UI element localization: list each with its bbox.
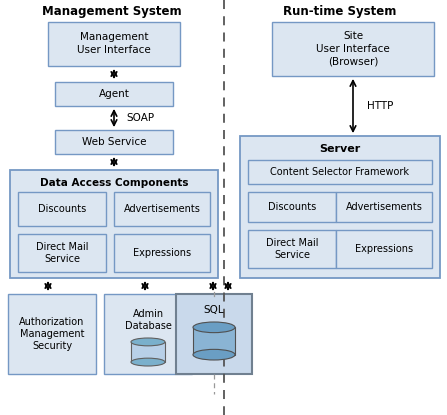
Bar bbox=[131, 342, 165, 362]
Text: HTTP: HTTP bbox=[367, 101, 393, 111]
Bar bbox=[248, 230, 336, 268]
Bar bbox=[240, 136, 440, 278]
Text: Discounts: Discounts bbox=[268, 202, 316, 212]
Text: User Interface: User Interface bbox=[77, 45, 151, 55]
Text: Direct Mail: Direct Mail bbox=[266, 238, 318, 248]
Text: Authorization: Authorization bbox=[19, 317, 84, 327]
Text: Expressions: Expressions bbox=[133, 248, 191, 258]
Text: Security: Security bbox=[32, 341, 72, 351]
Bar bbox=[55, 82, 173, 106]
Bar bbox=[55, 130, 173, 154]
Bar bbox=[18, 192, 106, 226]
Text: Agent: Agent bbox=[98, 89, 130, 99]
Text: Run-time System: Run-time System bbox=[283, 5, 396, 19]
Bar bbox=[18, 234, 106, 272]
Text: Database: Database bbox=[125, 321, 172, 331]
Bar bbox=[272, 22, 434, 76]
Ellipse shape bbox=[193, 349, 235, 360]
Text: Advertisements: Advertisements bbox=[346, 202, 422, 212]
Bar bbox=[248, 160, 432, 184]
Ellipse shape bbox=[131, 358, 165, 366]
Text: Advertisements: Advertisements bbox=[123, 204, 200, 214]
Text: SOAP: SOAP bbox=[126, 113, 154, 123]
Text: Content Selector Framework: Content Selector Framework bbox=[270, 167, 409, 177]
Bar bbox=[193, 327, 235, 355]
Bar bbox=[8, 294, 96, 374]
Text: Admin: Admin bbox=[132, 309, 164, 319]
Text: User Interface: User Interface bbox=[316, 44, 390, 54]
Bar bbox=[114, 192, 210, 226]
Text: SQL: SQL bbox=[204, 305, 224, 315]
Bar bbox=[104, 294, 192, 374]
Text: Service: Service bbox=[274, 250, 310, 260]
Bar bbox=[336, 192, 432, 222]
Text: Expressions: Expressions bbox=[355, 244, 413, 254]
Text: Direct Mail: Direct Mail bbox=[36, 242, 88, 252]
Bar bbox=[10, 170, 218, 278]
Text: Management System: Management System bbox=[42, 5, 182, 19]
Text: Discounts: Discounts bbox=[38, 204, 86, 214]
Ellipse shape bbox=[193, 322, 235, 333]
Bar bbox=[114, 234, 210, 272]
Text: Management: Management bbox=[20, 329, 84, 339]
Text: Web Service: Web Service bbox=[82, 137, 146, 147]
Text: Server: Server bbox=[319, 144, 361, 154]
Bar bbox=[176, 294, 252, 374]
Ellipse shape bbox=[131, 338, 165, 346]
Text: Data Access Components: Data Access Components bbox=[40, 178, 188, 188]
Text: (Browser): (Browser) bbox=[328, 57, 378, 67]
Text: Management: Management bbox=[80, 32, 148, 42]
Bar bbox=[48, 22, 180, 66]
Bar bbox=[248, 192, 336, 222]
Bar bbox=[336, 230, 432, 268]
Text: Site: Site bbox=[343, 31, 363, 41]
Text: Service: Service bbox=[44, 254, 80, 264]
